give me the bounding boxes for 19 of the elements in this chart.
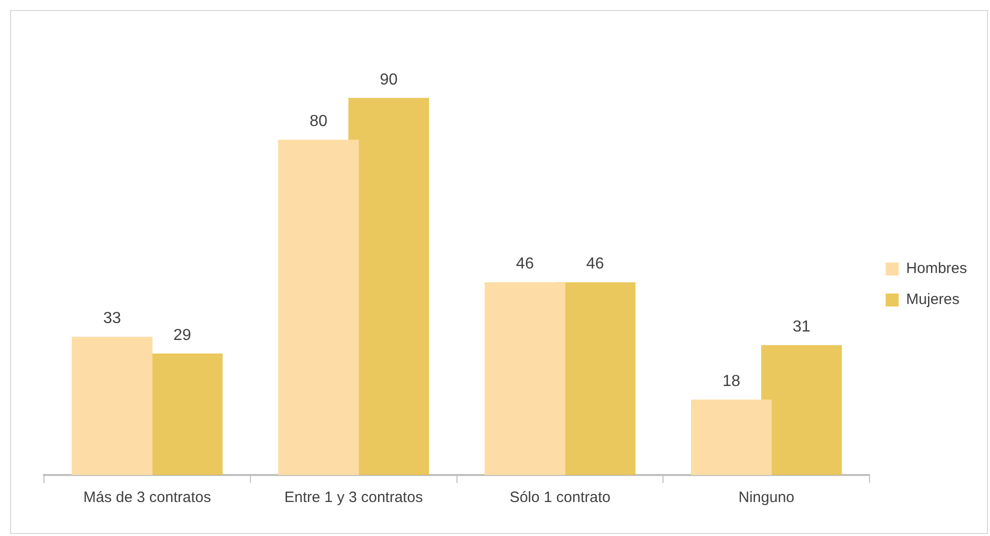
- legend-label: Hombres: [906, 260, 968, 278]
- x-tick-label: Más de 3 contratos: [83, 489, 211, 506]
- data-label: 46: [586, 256, 604, 273]
- x-tick-label: Sólo 1 contrato: [510, 489, 610, 506]
- data-label: 29: [173, 326, 192, 344]
- data-label: 90: [380, 71, 398, 88]
- bar: [278, 140, 359, 475]
- bar: [484, 282, 566, 475]
- bar: [72, 336, 152, 475]
- bar: [761, 345, 842, 475]
- legend-label: Mujeres: [906, 291, 960, 308]
- data-label: 46: [516, 256, 534, 273]
- x-tick-label: Entre 1 y 3 contratos: [284, 489, 423, 506]
- x-tick-label: Ninguno: [738, 489, 794, 506]
- bar: [691, 400, 772, 475]
- data-label: 31: [792, 318, 811, 336]
- data-label: 18: [722, 372, 740, 390]
- data-label: 80: [310, 113, 328, 130]
- data-label: 33: [103, 310, 122, 328]
